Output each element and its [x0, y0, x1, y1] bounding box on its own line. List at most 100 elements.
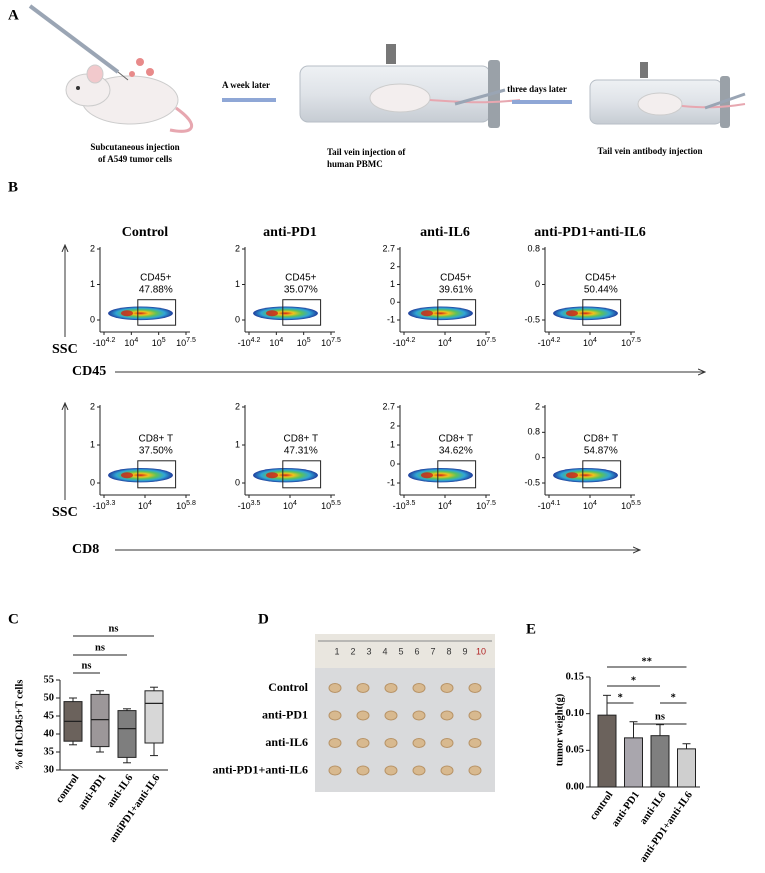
x-tick-label: -104.2 [538, 337, 561, 349]
tumor [468, 710, 482, 721]
ruler-number: 1 [334, 646, 339, 656]
x-tick-label: 107.5 [476, 337, 496, 349]
gate-name: CD45+ [585, 272, 617, 283]
tumor [356, 683, 370, 693]
panel-label: B [8, 179, 18, 195]
y-tick-label: 1 [390, 439, 395, 449]
tumor [412, 738, 426, 748]
x-tick-label: -104.2 [238, 337, 261, 349]
arrow-label: three days later [507, 84, 567, 94]
flow-plot: 2 1 0 -103.5 104 105.5 CD8+ T47.31% [235, 401, 341, 511]
y-tick-label: 0.8 [527, 243, 540, 253]
gate-name: CD8+ T [584, 433, 619, 444]
y-tick-label: 0 [235, 314, 240, 324]
caption: human PBMC [327, 159, 383, 169]
ruler-number: 2 [350, 646, 355, 656]
tumor [412, 683, 426, 693]
gate [282, 460, 322, 489]
x-tick-label: 105 [297, 337, 311, 349]
panel-label: E [526, 621, 536, 637]
gate-percent: 35.07% [284, 284, 318, 295]
y-tick-label: 0.15 [566, 671, 584, 682]
x-tick-label: control [54, 773, 81, 805]
y-tick-label: 1 [90, 439, 95, 449]
row-label: anti-IL6 [265, 735, 308, 749]
tumor [328, 765, 342, 776]
x-tick-label: 107.5 [476, 500, 496, 512]
y-tick-label: 1 [235, 279, 240, 289]
restrainer-illustration [589, 62, 746, 128]
tumor [356, 710, 370, 721]
column-title: anti-PD1+anti-IL6 [534, 225, 645, 240]
x-tick-label: 105 [152, 337, 166, 349]
tumor [412, 710, 426, 721]
gate [137, 299, 177, 326]
tumor [356, 765, 370, 776]
x-tick-label: control [588, 790, 615, 822]
gate-percent: 47.31% [284, 445, 318, 456]
gate-name: CD45+ [140, 272, 172, 283]
flow-plot: 2 0.8 0 -0.5 -104.1 104 105.5 CD8+ T54.87% [524, 401, 640, 511]
y-tick-label: 45 [44, 710, 55, 721]
density-core [566, 472, 578, 479]
gate-name: CD8+ T [439, 433, 474, 444]
tumor [384, 738, 398, 748]
x-tick-label: 107.5 [321, 337, 341, 349]
ruler-number: 8 [446, 646, 451, 656]
gate [582, 299, 622, 326]
y-tick-label: 2 [235, 243, 240, 253]
y-tick-label: 1 [390, 279, 395, 289]
y-tick-label: 0 [90, 314, 95, 324]
y-axis-label: % of hCD45+T cells [14, 680, 25, 771]
restrainer-illustration [299, 44, 521, 128]
flow-plot: 2 1 0 -104.2 104 105 107.5 CD45+35.07% [235, 243, 341, 348]
y-tick-label: -0.5 [524, 477, 540, 487]
y-tick-label: 2 [90, 401, 95, 411]
x-tick-label: 104 [583, 500, 597, 512]
density-core [421, 472, 433, 479]
tumor [328, 738, 342, 748]
ruler [315, 634, 495, 668]
gate [137, 460, 177, 489]
tumor [440, 683, 454, 693]
y-tick-label: 1 [90, 279, 95, 289]
density-core [121, 310, 133, 317]
gate-percent: 50.44% [584, 284, 618, 295]
bar [650, 735, 670, 788]
ruler-number: 10 [476, 646, 486, 656]
x-tick-label: anti-PD1 [76, 773, 108, 812]
axis-label: SSC [52, 505, 78, 520]
ruler-number: 6 [414, 646, 419, 656]
gate-percent: 54.87% [584, 445, 618, 456]
y-tick-label: 0 [535, 279, 540, 289]
row-label: Control [268, 680, 308, 694]
density-blob [553, 306, 618, 321]
significance-label: ns [82, 660, 92, 671]
bar [597, 714, 617, 788]
y-tick-label: 2.7 [382, 401, 395, 411]
y-tick-label: 0 [535, 452, 540, 462]
axis-label: CD8 [72, 542, 99, 557]
row-label: anti-PD1+anti-IL6 [212, 762, 308, 776]
y-tick-label: -0.5 [524, 314, 540, 324]
density-blob [253, 306, 318, 321]
x-tick-label: 104 [583, 337, 597, 349]
significance-label: * [671, 692, 676, 703]
ruler-number: 4 [382, 646, 387, 656]
y-tick-label: 0.00 [566, 781, 584, 792]
tumor [468, 765, 482, 776]
x-tick-label: antiPD1+anti-IL6 [107, 773, 162, 845]
column-title: Control [122, 225, 169, 240]
x-tick-label: 107.5 [621, 337, 641, 349]
y-tick-label: 2 [390, 420, 395, 430]
x-tick-label: 104 [138, 500, 152, 512]
x-tick-label: -104.2 [393, 337, 416, 349]
tumor [412, 765, 426, 776]
panel-label: A [8, 7, 19, 23]
column-title: anti-PD1 [263, 225, 317, 240]
y-tick-label: 2.7 [382, 243, 395, 253]
x-tick-label: 104 [438, 500, 452, 512]
y-tick-label: 0.8 [527, 427, 540, 437]
panel-label: C [8, 611, 19, 627]
